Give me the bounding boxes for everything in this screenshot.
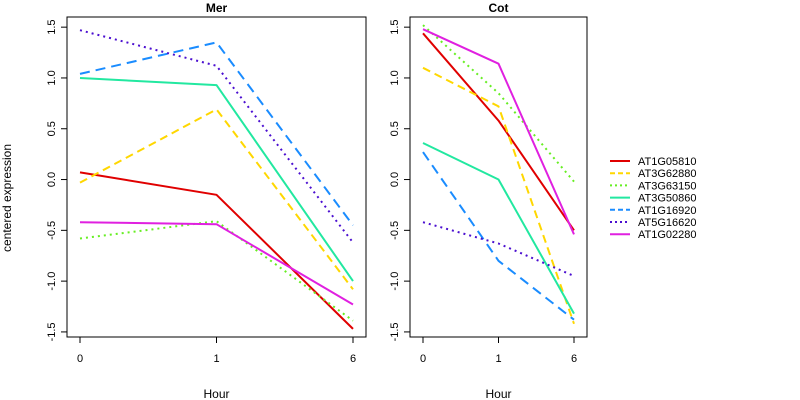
legend-label: AT3G50860: [638, 193, 697, 205]
x-tick-label: 6: [350, 353, 356, 365]
y-tick-label: 1.5: [46, 20, 58, 35]
series-line-at3g50860: [422, 142, 575, 315]
legend-label: AT3G63150: [638, 180, 697, 192]
x-tick-label: 0: [77, 353, 83, 365]
y-tick-label: -1.0: [389, 272, 401, 291]
legend-label: AT5G16620: [638, 217, 697, 229]
series-line-at3g50860: [79, 77, 354, 282]
series-line-at3g62880: [79, 108, 354, 290]
series-line-at1g02280: [422, 28, 575, 235]
y-tick-label: -0.5: [46, 221, 58, 240]
y-tick-label: 1.5: [389, 20, 401, 35]
x-tick-label: 1: [213, 353, 219, 365]
y-tick-label: -1.5: [46, 322, 58, 341]
y-axis-title: centered expression: [0, 144, 14, 252]
y-tick-label: -1.5: [389, 322, 401, 341]
legend-item-at3g62880: AT3G62880: [610, 168, 697, 180]
legend-label: AT1G02280: [638, 229, 697, 241]
panel-cot: Cot -1.5 -1.0 -0.5 0.0 0.5 1.0 1.5 0 1 6 Hour: [389, 1, 588, 400]
legend: AT1G05810AT3G62880AT3G63150AT3G50860AT1G…: [610, 156, 697, 241]
series-line-at5g16620: [79, 29, 354, 244]
series-line-at3g62880: [422, 66, 575, 325]
series-line-at1g16920: [422, 151, 575, 321]
y-tick-label: 0.5: [46, 121, 58, 136]
series-line-at1g16920: [79, 41, 354, 226]
legend-item-at3g50860: AT3G50860: [610, 193, 697, 205]
legend-label: AT3G62880: [638, 168, 697, 180]
legend-item-at1g16920: AT1G16920: [610, 205, 697, 217]
panel-title: Mer: [206, 1, 228, 15]
y-tick-label: 1.0: [389, 70, 401, 85]
series-line-at1g02280: [79, 221, 354, 306]
series-line-at3g63150: [422, 24, 575, 183]
x-axis-title: Hour: [485, 387, 511, 400]
legend-label: AT1G16920: [638, 205, 697, 217]
y-tick-label: 1.0: [46, 70, 58, 85]
x-tick-label: 1: [495, 353, 501, 365]
series-line-at1g05810: [422, 32, 575, 231]
y-tick-label: 0.5: [389, 121, 401, 136]
x-tick-label: 0: [420, 353, 426, 365]
y-tick-label: -1.0: [46, 272, 58, 291]
legend-label: AT1G05810: [638, 156, 697, 168]
legend-item-at1g05810: AT1G05810: [610, 156, 697, 168]
panel-mer: Mer -1.5 -1.0 -0.5 0.0 0.5 1.0 1.5 0 1 6 Hour: [46, 1, 367, 400]
panel-title: Cot: [489, 1, 509, 15]
series-line-at5g16620: [422, 221, 575, 277]
legend-item-at5g16620: AT5G16620: [610, 217, 697, 229]
panels: Mer -1.5 -1.0 -0.5 0.0 0.5 1.0 1.5 0 1 6 Hour Cot -1.…: [46, 1, 588, 400]
series-line-at1g05810: [79, 171, 354, 330]
x-tick-label: 6: [571, 353, 577, 365]
legend-item-at3g63150: AT3G63150: [610, 180, 697, 192]
y-tick-label: -0.5: [389, 221, 401, 240]
x-axis-title: Hour: [203, 387, 229, 400]
y-tick-label: 0.0: [389, 172, 401, 187]
y-tick-label: 0.0: [46, 172, 58, 187]
legend-item-at1g02280: AT1G02280: [610, 229, 697, 241]
